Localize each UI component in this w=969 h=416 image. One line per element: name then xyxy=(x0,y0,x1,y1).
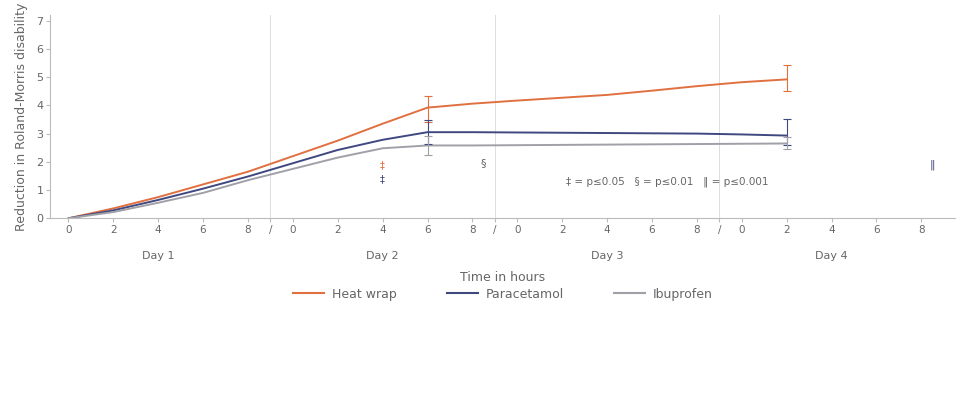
Text: ‡: ‡ xyxy=(380,175,385,185)
Text: §: § xyxy=(481,158,485,168)
Text: ‡: ‡ xyxy=(380,160,385,170)
Y-axis label: Reduction in Roland-Morris disability: Reduction in Roland-Morris disability xyxy=(15,2,28,231)
Text: ‖: ‖ xyxy=(929,159,934,169)
Text: Day 2: Day 2 xyxy=(366,251,398,261)
Text: ‡ = p≤0.05   § = p≤0.01   ‖ = p≤0.001: ‡ = p≤0.05 § = p≤0.01 ‖ = p≤0.001 xyxy=(566,176,767,187)
Text: Day 4: Day 4 xyxy=(814,251,847,261)
X-axis label: Time in hours: Time in hours xyxy=(459,271,545,285)
Text: Day 1: Day 1 xyxy=(141,251,174,261)
Legend: Heat wrap, Paracetamol, Ibuprofen: Heat wrap, Paracetamol, Ibuprofen xyxy=(288,282,716,306)
Text: Day 3: Day 3 xyxy=(590,251,623,261)
